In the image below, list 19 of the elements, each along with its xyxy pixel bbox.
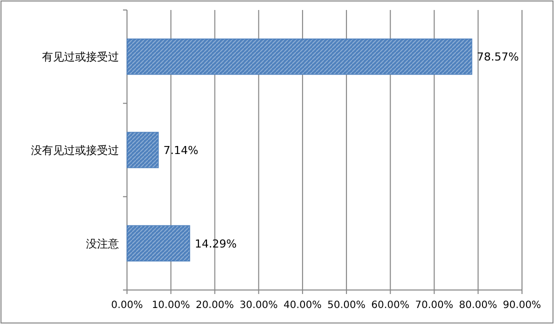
x-tick-label: 60.00% <box>371 300 410 311</box>
y-tick-label: 没注意 <box>86 237 119 250</box>
bar <box>126 132 159 168</box>
x-tick-label: 50.00% <box>327 300 366 311</box>
x-tick-label: 30.00% <box>240 300 278 311</box>
data-label: 7.14% <box>163 144 198 157</box>
y-tick-label: 没有见过或接受过 <box>31 144 119 157</box>
data-label: 14.29% <box>194 237 237 250</box>
x-tick-label: 10.00% <box>152 300 190 311</box>
x-tick-label: 70.00% <box>415 300 454 311</box>
x-tick-label: 0.00% <box>111 300 143 311</box>
data-label: 78.57% <box>476 50 519 64</box>
x-tick-label: 80.00% <box>459 300 498 311</box>
bar <box>126 38 472 75</box>
bar <box>126 225 190 262</box>
x-tick-label: 40.00% <box>283 300 322 311</box>
x-tick-label: 20.00% <box>196 300 234 311</box>
x-tick-label: 90.00% <box>502 300 542 311</box>
y-tick-label: 有见过或接受过 <box>42 50 119 64</box>
